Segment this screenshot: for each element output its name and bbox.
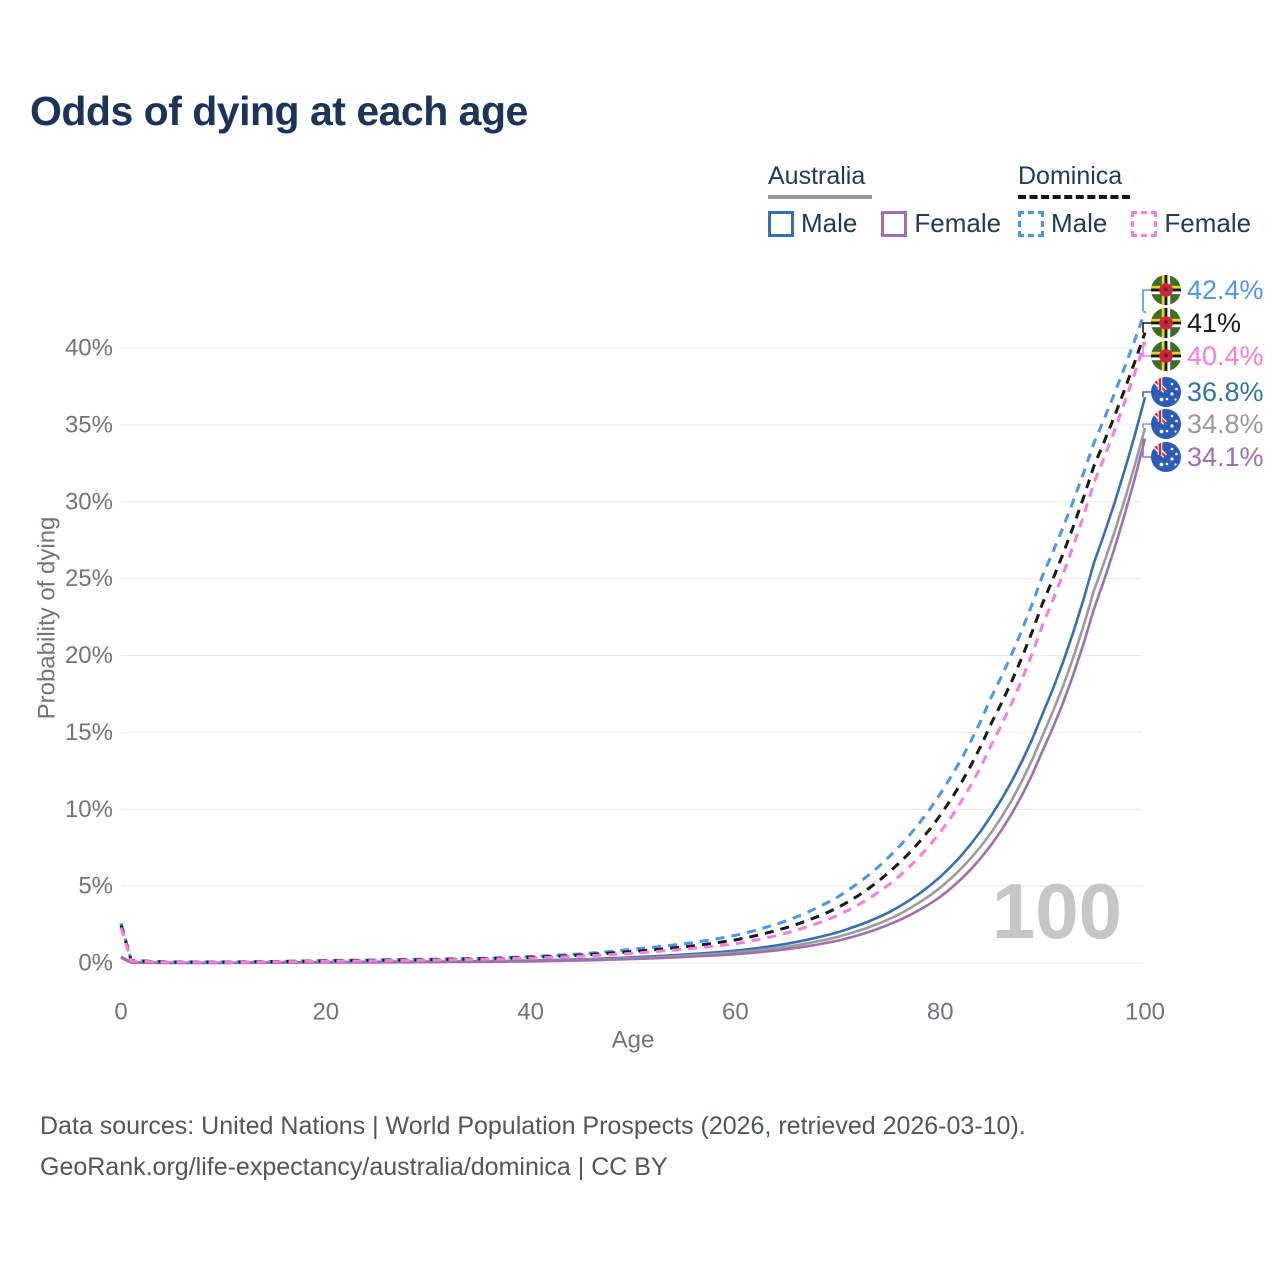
y-tick-10: 10% xyxy=(65,796,113,823)
series-layer xyxy=(119,310,1147,965)
x-tick-80: 80 xyxy=(927,999,954,1026)
australia-flag-icon xyxy=(1151,442,1181,472)
x-tick-100: 100 xyxy=(1125,999,1165,1026)
legend-swatch-dominica-male[interactable] xyxy=(1018,210,1044,237)
end-label-australia-female: 34.1% xyxy=(1187,442,1264,472)
gridlines xyxy=(121,347,1142,964)
x-tick-0: 0 xyxy=(114,999,127,1026)
series-line-dominica-female xyxy=(119,341,1147,964)
end-connector-australia-both xyxy=(1142,423,1151,428)
end-label-dominica-female: 40.4% xyxy=(1187,341,1264,371)
y-tick-30: 30% xyxy=(65,488,113,515)
legend-group-australia: Australia Male Female xyxy=(768,162,1001,239)
y-tick-25: 25% xyxy=(65,565,113,592)
end-labels-layer: 42.4%41%40.4% 36.8%34.8%34.1% xyxy=(1142,275,1264,472)
legend-item-dominica-male[interactable]: Male xyxy=(1018,208,1107,239)
y-axis-title: Probability of dying xyxy=(34,517,61,720)
y-tick-5: 5% xyxy=(78,873,113,900)
legend-label-australia-female: Female xyxy=(914,208,1002,238)
x-tick-40: 40 xyxy=(517,999,544,1026)
end-connector-dominica-male xyxy=(1142,289,1151,312)
australia-flag-icon xyxy=(1151,377,1181,407)
y-tick-40: 40% xyxy=(65,335,113,362)
legend-underline-dominica-dashed xyxy=(1018,195,1130,199)
y-tick-15: 15% xyxy=(65,719,113,746)
end-connector-australia-male xyxy=(1142,391,1151,398)
end-connector-australia-female xyxy=(1142,438,1151,458)
footer: Data sources: United Nations | World Pop… xyxy=(40,1106,1026,1188)
legend-item-dominica-female[interactable]: Female xyxy=(1131,208,1251,239)
legend-item-australia-female[interactable]: Female xyxy=(881,208,1001,239)
legend-swatch-australia-male[interactable] xyxy=(768,210,794,237)
footer-data-sources: Data sources: United Nations | World Pop… xyxy=(40,1112,1026,1140)
page-title: Odds of dying at each age xyxy=(30,88,528,134)
x-axis-title: Age xyxy=(612,1027,655,1054)
y-tick-35: 35% xyxy=(65,411,113,438)
legend-group-dominica: Dominica Male Female xyxy=(1018,162,1251,239)
watermark-age-100: 100 xyxy=(992,867,1122,955)
legend-label-dominica-male: Male xyxy=(1051,208,1108,238)
legend-item-australia-male[interactable]: Male xyxy=(768,208,857,239)
series-line-dominica-male xyxy=(119,310,1147,964)
end-label-dominica-male: 42.4% xyxy=(1187,275,1264,305)
x-tick-60: 60 xyxy=(722,999,749,1026)
end-connector-dominica-both xyxy=(1142,322,1151,333)
y-tick-0: 0% xyxy=(78,950,113,977)
legend-swatch-australia-female[interactable] xyxy=(881,210,908,237)
legend-country-dominica: Dominica xyxy=(1018,162,1123,190)
end-label-australia-both: 34.8% xyxy=(1187,409,1264,439)
footer-attribution: GeoRank.org/life-expectancy/australia/do… xyxy=(40,1153,668,1181)
dominica-flag-icon xyxy=(1151,275,1181,305)
end-connector-dominica-female xyxy=(1142,341,1151,357)
x-tick-20: 20 xyxy=(312,999,339,1026)
dominica-flag-icon xyxy=(1151,308,1181,338)
legend-swatch-dominica-female[interactable] xyxy=(1131,210,1158,237)
legend-country-australia: Australia xyxy=(768,162,866,190)
x-axis-ticks: 0 20 40 60 80 100 xyxy=(114,999,1165,1026)
legend-label-australia-male: Male xyxy=(801,208,858,238)
end-label-australia-male: 36.8% xyxy=(1187,377,1264,407)
dominica-flag-icon xyxy=(1151,341,1181,371)
end-label-dominica-both: 41% xyxy=(1187,308,1241,338)
legend-underline-australia-solid xyxy=(768,195,872,199)
australia-flag-icon xyxy=(1151,409,1181,439)
legend-label-dominica-female: Female xyxy=(1164,208,1252,238)
y-axis-ticks: 0% 5% 10% 15% 20% 25% 30% 35% 40% xyxy=(65,335,113,977)
y-tick-20: 20% xyxy=(65,642,113,669)
